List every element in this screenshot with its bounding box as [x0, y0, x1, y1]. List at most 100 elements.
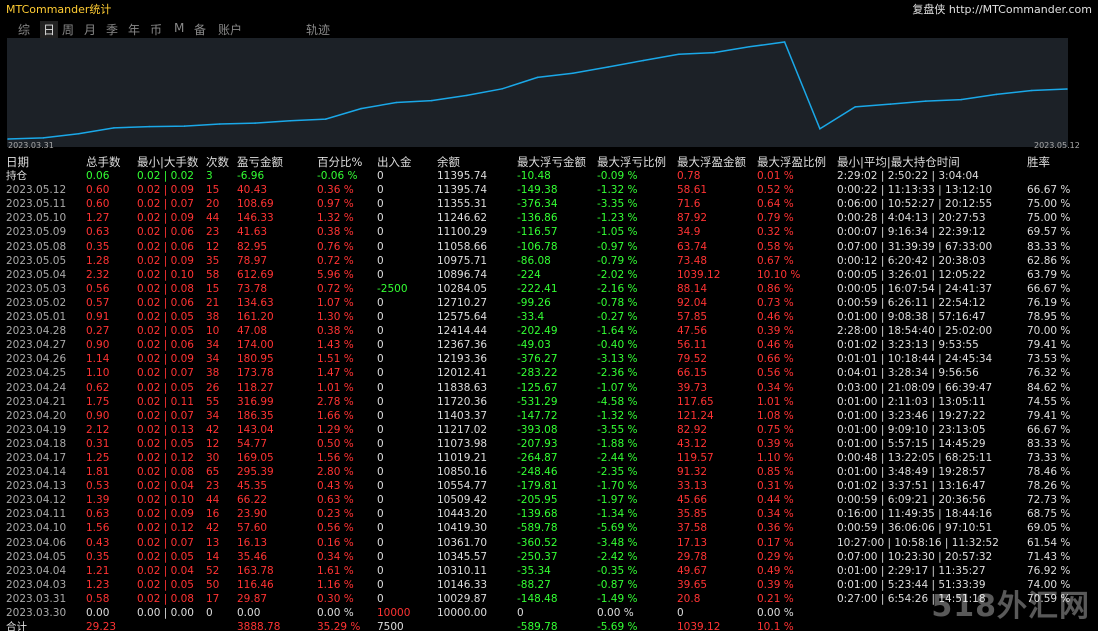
- tab-1[interactable]: 日: [40, 21, 59, 38]
- table-row[interactable]: 2023.04.17 1.25 0.02 | 0.12 30 169.05 1.56 % 0…: [6, 451, 1096, 465]
- table-row[interactable]: 2023.03.31 0.58 0.02 | 0.08 17 29.87 0.30 % 0 1…: [6, 592, 1096, 606]
- tab-6[interactable]: 币: [150, 23, 163, 37]
- header-max-float-profit: 最大浮盈金额: [677, 155, 746, 169]
- balance-point: [1030, 89, 1033, 92]
- table-row[interactable]: 2023.05.09 0.63 0.02 | 0.06 23 41.63 0.38 % 0 1…: [6, 225, 1096, 239]
- cell-balance: 10000.00: [437, 607, 488, 619]
- table-row[interactable]: 2023.05.02 0.57 0.02 | 0.06 21 134.63 1.07 % 0…: [6, 296, 1096, 310]
- table-row[interactable]: 2023.04.25 1.10 0.02 | 0.07 38 173.78 1.47 % 0…: [6, 366, 1096, 380]
- cell-balance: 10509.42: [437, 494, 488, 507]
- cell-total-lots: 0.90: [86, 339, 110, 352]
- cell-max-float-profit: 20.8: [677, 592, 701, 605]
- tab-5[interactable]: 年: [128, 23, 141, 37]
- table-row[interactable]: 2023.04.11 0.63 0.02 | 0.09 16 23.90 0.23 % 0 1…: [6, 507, 1096, 521]
- table-row[interactable]: 2023.04.03 1.23 0.02 | 0.05 50 116.46 1.16 % 0…: [6, 578, 1096, 592]
- table-row[interactable]: 2023.05.04 2.32 0.02 | 0.10 58 612.69 5.96 % 0…: [6, 268, 1096, 282]
- cell-max-float-profit-pct: 0.67 %: [757, 254, 794, 267]
- balance-chart: [7, 38, 1068, 147]
- table-row[interactable]: 2023.04.18 0.31 0.02 | 0.05 12 54.77 0.50 % 0 1…: [6, 437, 1096, 451]
- cell-min-max-lots: 0.02 | 0.09: [137, 184, 194, 197]
- cell-win-rate: 78.26 %: [1027, 480, 1071, 493]
- table-row[interactable]: 2023.05.08 0.35 0.02 | 0.06 12 82.95 0.76 % 0 1…: [6, 240, 1096, 254]
- table-row[interactable]: 2023.04.10 1.56 0.02 | 0.12 42 57.60 0.56 % 0 1…: [6, 521, 1096, 535]
- table-header: 日期 总手数 最小|大手数 次数 盈亏金额 百分比% 出入金 余额 最大浮亏金额 最大浮亏比例 最大…: [6, 155, 1096, 169]
- cell-max-float-profit-pct: 0.58 %: [757, 240, 794, 253]
- table-row[interactable]: 2023.05.12 0.60 0.02 | 0.09 15 40.43 0.36 % 0 1…: [6, 183, 1096, 197]
- cell-max-float-loss-pct: -1.32 %: [597, 409, 638, 422]
- cell-max-float-loss: -283.22: [517, 367, 558, 380]
- cell-win-rate: 78.95 %: [1027, 311, 1071, 324]
- cell-deposit: 0: [377, 170, 384, 183]
- cell-win-rate: 74.00 %: [1027, 578, 1071, 591]
- table-row[interactable]: 2023.03.30 0.00 0.00 | 0.00 0 0.00 0.00 % 1000…: [6, 606, 1096, 620]
- cell-date: 2023.04.10: [6, 522, 67, 535]
- cell-total-lots: 1.21: [86, 564, 110, 577]
- cell-date: 2023.04.05: [6, 550, 67, 563]
- total-row[interactable]: 合计 29.23 3888.78 35.29 % 7500 -589.78 -5.69 % 1…: [6, 620, 1096, 631]
- table-row[interactable]: 2023.04.26 1.14 0.02 | 0.09 34 180.95 1.51 % 0…: [6, 352, 1096, 366]
- table-row[interactable]: 2023.04.19 2.12 0.02 | 0.13 42 143.04 1.29 % 0…: [6, 423, 1096, 437]
- cell-max-float-loss: -179.81: [517, 480, 558, 493]
- cell-hold-time: 0:01:01 | 10:18:44 | 24:45:34: [837, 353, 993, 366]
- cell-max-float-loss-pct: -0.78 %: [597, 296, 638, 309]
- cell-deposit: 0: [377, 480, 384, 493]
- cell-pnl: 57.60: [237, 522, 268, 535]
- table-row[interactable]: 2023.05.05 1.28 0.02 | 0.09 35 78.97 0.72 % 0 1…: [6, 254, 1096, 268]
- cell-deposit: 0: [377, 536, 384, 549]
- cell-percent: 1.30 %: [317, 311, 354, 324]
- table-row[interactable]: 2023.04.12 1.39 0.02 | 0.10 44 66.22 0.63 % 0 1…: [6, 493, 1096, 507]
- cell-date: 2023.05.02: [6, 296, 67, 309]
- table-row[interactable]: 2023.04.14 1.81 0.02 | 0.08 65 295.39 2.80 % 0…: [6, 465, 1096, 479]
- tab-4[interactable]: 季: [106, 23, 119, 37]
- cell-percent: 1.16 %: [317, 578, 354, 591]
- balance-point: [219, 123, 221, 125]
- cell-max-float-loss-pct: -1.05 %: [597, 226, 638, 239]
- table-row[interactable]: 2023.05.01 0.91 0.02 | 0.05 38 161.20 1.30 % 0…: [6, 310, 1096, 324]
- table-row[interactable]: 2023.04.20 0.90 0.02 | 0.07 34 186.35 1.66 % 0…: [6, 409, 1096, 423]
- tab-7[interactable]: M: [174, 21, 185, 35]
- cell-balance: 12012.41: [437, 367, 488, 380]
- cell-total-lots: 0.00: [86, 607, 110, 619]
- tab-10[interactable]: 轨迹: [306, 23, 331, 37]
- tab-2[interactable]: 周: [62, 23, 75, 37]
- cell-deposit: 0: [377, 254, 384, 267]
- brand-link[interactable]: 复盘侠 http://MTCommander.com: [912, 3, 1092, 16]
- cell-hold-time: 0:27:00 | 6:54:26 | 14:51:18: [837, 592, 986, 605]
- tab-0[interactable]: 综: [18, 23, 31, 37]
- cell-hold-time: 0:16:00 | 11:49:35 | 18:44:16: [837, 508, 993, 521]
- table-row[interactable]: 2023.04.05 0.35 0.02 | 0.05 14 35.46 0.34 % 0 1…: [6, 550, 1096, 564]
- cell-win-rate: 62.86 %: [1027, 254, 1071, 267]
- table-row[interactable]: 2023.05.10 1.27 0.02 | 0.09 44 146.33 1.32 % 0…: [6, 211, 1096, 225]
- table-row[interactable]: 2023.05.11 0.60 0.02 | 0.07 20 108.69 0.97 % 0…: [6, 197, 1096, 211]
- table-row[interactable]: 2023.05.03 0.56 0.02 | 0.08 15 73.78 0.72 % -2…: [6, 282, 1096, 296]
- table-row[interactable]: 2023.04.28 0.27 0.02 | 0.05 10 47.08 0.38 % 0 1…: [6, 324, 1096, 338]
- stats-table: 日期 总手数 最小|大手数 次数 盈亏金额 百分比% 出入金 余额 最大浮亏金额 最大浮亏比例 最大…: [6, 155, 1096, 631]
- table-row[interactable]: 2023.04.13 0.53 0.02 | 0.04 23 45.35 0.43 % 0 1…: [6, 479, 1096, 493]
- cell-pnl: 108.69: [237, 198, 274, 211]
- cell-win-rate: 61.54 %: [1027, 536, 1071, 549]
- holding-row[interactable]: 持仓 0.06 0.02 | 0.02 3 -6.96 -0.06 % 0 11395.74 -…: [6, 169, 1096, 183]
- cell-date: 2023.04.25: [6, 367, 67, 380]
- cell-total-lots: 1.10: [86, 367, 110, 380]
- cell-hold-time: 0:01:00 | 3:23:46 | 19:27:22: [837, 409, 986, 422]
- table-row[interactable]: 2023.04.04 1.21 0.02 | 0.04 52 163.78 1.61 % 0…: [6, 564, 1096, 578]
- cell-date: 2023.04.21: [6, 395, 67, 408]
- table-row[interactable]: 2023.04.21 1.75 0.02 | 0.11 55 316.99 2.78 % 0…: [6, 395, 1096, 409]
- cell-max-float-loss: -205.95: [517, 494, 558, 507]
- cell-min-max-lots: 0.02 | 0.12: [137, 522, 194, 535]
- cell-max-float-loss-pct: -4.58 %: [597, 395, 638, 408]
- tab-8[interactable]: 备: [194, 23, 207, 37]
- cell-max-float-loss: -147.72: [517, 409, 558, 422]
- table-row[interactable]: 2023.04.06 0.43 0.02 | 0.07 13 16.13 0.16 % 0 1…: [6, 536, 1096, 550]
- cell-balance: 10029.87: [437, 592, 488, 605]
- cell-pnl: 161.20: [237, 311, 274, 324]
- cell-max-float-loss: -376.34: [517, 198, 558, 211]
- table-row[interactable]: 2023.04.27 0.90 0.02 | 0.06 34 174.00 1.43 % 0…: [6, 338, 1096, 352]
- cell-max-float-profit: 47.56: [677, 325, 708, 338]
- table-row[interactable]: 2023.04.24 0.62 0.02 | 0.05 26 118.27 1.01 % 0…: [6, 381, 1096, 395]
- cell-date: 2023.03.31: [6, 592, 67, 605]
- cell-max-float-profit: 73.48: [677, 254, 708, 267]
- cell-max-float-loss: -49.03: [517, 339, 551, 352]
- tab-9[interactable]: 账户: [218, 23, 243, 37]
- tab-3[interactable]: 月: [84, 23, 97, 37]
